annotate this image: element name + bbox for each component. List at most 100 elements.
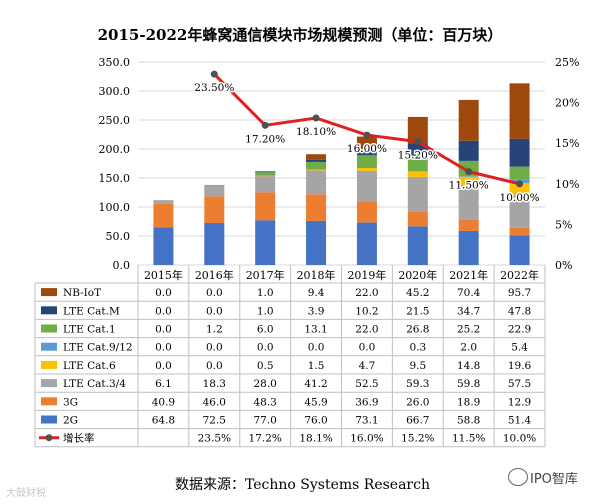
table-cell: 70.4 (457, 287, 481, 299)
table-cell: 64.8 (152, 415, 175, 427)
legend-label: LTE Cat.9/12 (63, 342, 133, 354)
table-cell: 6.1 (155, 378, 172, 390)
table-cell: 0.0 (155, 305, 172, 317)
growth-marker (465, 168, 473, 176)
x-category-label: 2018年 (297, 268, 336, 282)
table-cell: 3.9 (308, 305, 325, 317)
table-cell: 51.4 (508, 415, 532, 427)
y-tick-label: 250.0 (99, 114, 131, 127)
table-cell: 59.3 (406, 378, 429, 390)
bar-segment (458, 140, 479, 161)
table-cell: 26.0 (406, 396, 429, 408)
bar-segment (306, 169, 327, 171)
y-tick-label: 0.0 (113, 259, 131, 272)
y-tick-label: 350.0 (99, 56, 131, 69)
y2-tick-label: 25% (555, 56, 579, 69)
table-cell: 22.0 (355, 287, 378, 299)
legend-label: NB-IoT (63, 287, 101, 299)
bar-segment (356, 170, 377, 202)
table-cell: 19.6 (508, 360, 532, 372)
table-cell: 0.0 (206, 360, 223, 372)
table-cell: 47.8 (508, 305, 531, 317)
bar-segment (407, 226, 428, 265)
bar-segment (255, 172, 276, 176)
table-cell: 34.7 (457, 305, 480, 317)
table-cell: 76.0 (304, 415, 327, 427)
bar-segment (204, 185, 225, 197)
growth-marker (363, 131, 371, 139)
legend-marker (45, 434, 53, 442)
table-cell: 66.7 (406, 415, 429, 427)
table-cell: 1.2 (206, 324, 223, 336)
bar-segment (458, 230, 479, 265)
bar-segment (509, 227, 530, 236)
bar-segment (153, 227, 174, 265)
table-cell: 58.8 (457, 415, 480, 427)
bar-segment (306, 161, 327, 170)
table-cell: 2.0 (460, 342, 477, 354)
x-category-label: 2016年 (195, 268, 234, 282)
bar-segment (204, 222, 225, 265)
x-category-label: 2020年 (398, 268, 437, 282)
table-cell: 45.9 (304, 396, 327, 408)
legend-label: LTE Cat.M (63, 305, 120, 317)
axes: 0.0 50.0 100.0 150.0 200.0 250.0 300.0 350.0 0% 5… (99, 56, 580, 272)
y-tick-label: 100.0 (99, 201, 131, 214)
table-cell: 0.0 (359, 342, 376, 354)
growth-point-label: 17.20% (245, 133, 285, 145)
table-cell: 14.8 (457, 360, 480, 372)
table-cell: 1.0 (257, 287, 274, 299)
growth-marker (516, 180, 524, 188)
table-cell: 0.0 (155, 324, 172, 336)
bar-segment (458, 219, 479, 231)
x-category-label: 2022年 (500, 268, 539, 282)
table-cell: 0.0 (155, 360, 172, 372)
table-cell: 28.0 (253, 378, 276, 390)
bar-segment (306, 170, 327, 195)
table-cell: 0.0 (257, 342, 274, 354)
bar-segment (255, 171, 276, 173)
table-cell: 16.0% (350, 433, 383, 445)
growth-marker (414, 138, 422, 146)
table-cell: 4.7 (359, 360, 376, 372)
legend-swatch (41, 306, 57, 315)
growth-point-label: 15.20% (398, 150, 438, 162)
bar-segment (255, 220, 276, 265)
legend-label: 2G (63, 415, 78, 427)
bar-segment (306, 159, 327, 162)
legend-label: 3G (63, 396, 78, 408)
y2-tick-label: 5% (555, 218, 572, 231)
table-cell: 36.9 (355, 396, 378, 408)
table-cell: 21.5 (406, 305, 429, 317)
table-cell: 9.5 (409, 360, 426, 372)
legend-label: LTE Cat.3/4 (63, 378, 126, 390)
legend-swatch (41, 379, 57, 388)
table-cell: 59.8 (457, 378, 480, 390)
bar-segment (509, 182, 530, 195)
bar-segment (356, 155, 377, 169)
watermark-left: 大鼓财税 (6, 488, 46, 499)
table-cell: 57.5 (508, 378, 531, 390)
bar-segment (356, 168, 377, 171)
bar-segment (509, 194, 530, 228)
bars (153, 83, 530, 265)
table-cell: 40.9 (152, 396, 175, 408)
growth-marker (312, 114, 320, 122)
legend-swatch (41, 415, 57, 424)
table-cell: 45.2 (406, 287, 429, 299)
table-cell: 18.3 (203, 378, 226, 390)
bar-segment (458, 176, 479, 186)
bar-segment (356, 201, 377, 223)
x-category-label: 2019年 (347, 268, 386, 282)
bar-segment (306, 220, 327, 265)
table-cell: 12.9 (508, 396, 531, 408)
table-cell: 10.2 (355, 305, 378, 317)
table-cell: 18.9 (457, 396, 480, 408)
table-cell: 10.0% (503, 433, 536, 445)
table-cell: 9.4 (308, 287, 325, 299)
table-cell: 77.0 (253, 415, 276, 427)
table-cell: 48.3 (253, 396, 276, 408)
table-cell: 17.2% (249, 433, 282, 445)
bar-segment (509, 138, 530, 167)
growth-marker (210, 70, 218, 78)
